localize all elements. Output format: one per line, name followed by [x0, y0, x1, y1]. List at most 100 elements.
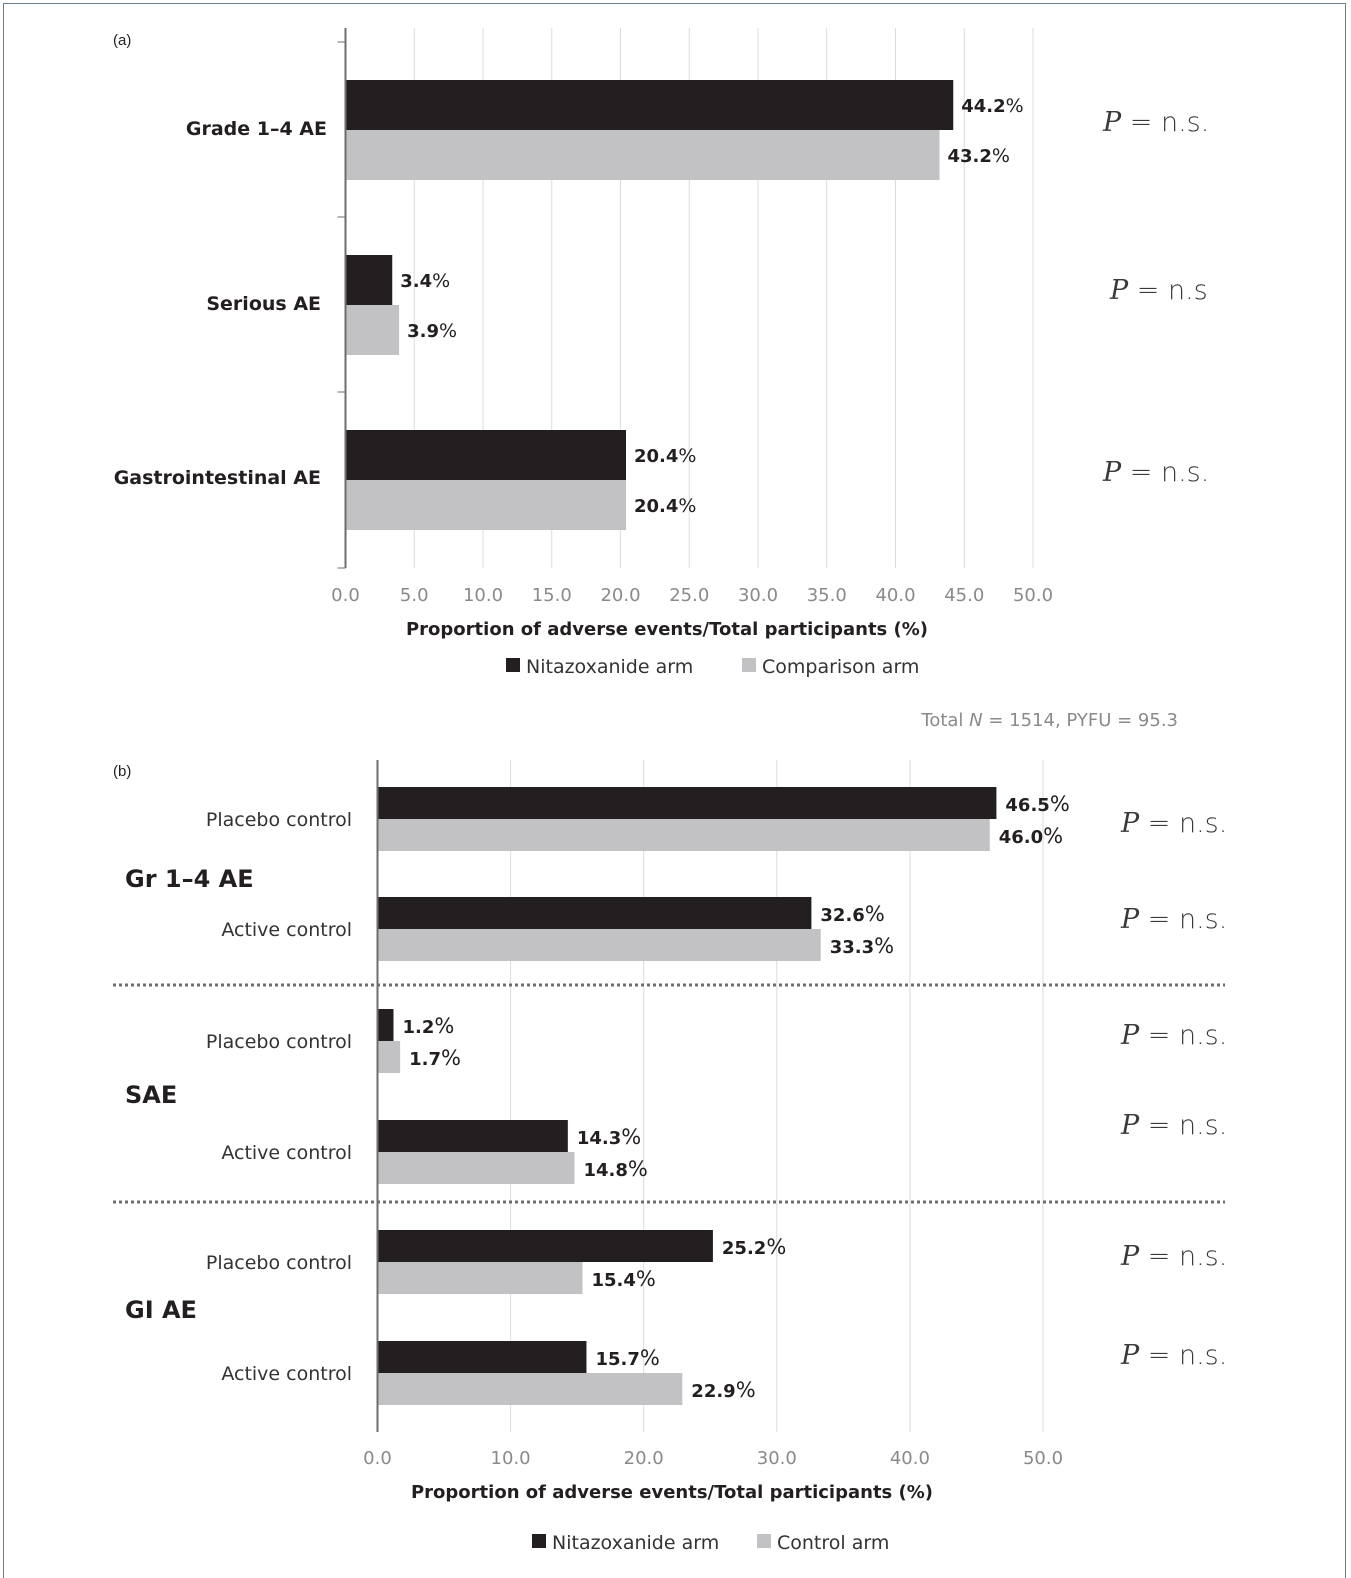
- p-value-label: P = n.s.: [1120, 1020, 1227, 1051]
- bar-value-label: 14.8%: [583, 1157, 647, 1181]
- legend-swatch-control: [757, 1534, 771, 1548]
- bar-control: [377, 819, 990, 851]
- x-tick-label: 45.0: [944, 585, 984, 606]
- bar-nitazoxanide: [377, 1009, 394, 1041]
- row-label: Placebo control: [206, 1031, 352, 1053]
- x-tick-label: 30.0: [738, 585, 778, 606]
- panel-a-axis: [337, 28, 347, 569]
- figure-frame: [3, 3, 1346, 1578]
- bar-value-label: 3.4%: [400, 270, 450, 292]
- group-label: SAE: [125, 1081, 177, 1109]
- panel-b-p-values: P = n.s. P = n.s. P = n.s. P = n.s. P = n.s.…: [1120, 808, 1227, 1371]
- legend-label-nitazoxanide: Nitazoxanide arm: [552, 1532, 719, 1554]
- x-tick-label: 20.0: [624, 1448, 664, 1469]
- bar-value-label: 43.2%: [948, 145, 1010, 167]
- bar-value-label: 14.3%: [577, 1125, 641, 1149]
- bar-nitazoxanide: [377, 1341, 587, 1373]
- bar-comparison: [345, 130, 940, 180]
- x-tick-label: 0.0: [331, 585, 360, 606]
- x-tick-label: 0.0: [363, 1448, 392, 1469]
- x-tick-label: 35.0: [807, 585, 847, 606]
- bar-value-label: 1.2%: [402, 1014, 454, 1038]
- row-label: Placebo control: [206, 809, 352, 831]
- bar-control: [377, 1373, 683, 1405]
- row-label: Placebo control: [206, 1252, 352, 1274]
- panel-b: (b) 46.5% 32.6% 1.2% 14.3% 25.2% 15.7% 46.0% 33…: [113, 760, 1227, 1554]
- x-tick-label: 40.0: [875, 585, 915, 606]
- panel-a-legend: Nitazoxanide arm Comparison arm: [506, 656, 919, 678]
- x-tick-label: 50.0: [1013, 585, 1053, 606]
- row-label: Active control: [221, 1142, 352, 1164]
- panel-a-label: (a): [113, 32, 131, 49]
- bar-control: [377, 1262, 583, 1294]
- p-value-label: P = n.s.: [1102, 457, 1209, 488]
- bar-nitazoxanide: [345, 430, 626, 480]
- panel-b-x-axis-label: Proportion of adverse events/Total parti…: [411, 1482, 933, 1503]
- legend-label-nitazoxanide: Nitazoxanide arm: [526, 656, 693, 678]
- panel-a-footnote: Total N = 1514, PYFU = 95.3: [920, 710, 1178, 731]
- bar-nitazoxanide: [345, 255, 393, 305]
- category-label: Serious AE: [206, 293, 321, 315]
- group-label: GI AE: [125, 1296, 197, 1324]
- bar-value-label: 33.3%: [830, 934, 894, 958]
- category-label: Grade 1–4 AE: [186, 118, 327, 140]
- panel-a-x-axis-label: Proportion of adverse events/Total parti…: [406, 619, 928, 640]
- bar-control: [377, 1152, 575, 1184]
- p-value-label: P = n.s.: [1120, 1241, 1227, 1272]
- panel-b-legend: Nitazoxanide arm Control arm: [532, 1532, 889, 1554]
- bar-nitazoxanide: [377, 897, 812, 929]
- p-value-label: P = n.s.: [1120, 904, 1227, 935]
- bar-control: [377, 929, 821, 961]
- bar-value-label: 15.7%: [595, 1346, 659, 1370]
- bar-value-label: 3.9%: [407, 320, 457, 342]
- p-value-label: P = n.s.: [1120, 1340, 1227, 1371]
- panel-a-p-values: P = n.s. P = n.s P = n.s.: [1102, 107, 1209, 488]
- panel-a-bars: 44.2% 3.4% 20.4% 43.2% 3.9% 20.4%: [345, 80, 1024, 530]
- bar-value-label: 44.2%: [961, 95, 1023, 117]
- x-tick-label: 30.0: [757, 1448, 797, 1469]
- panel-a-tick-labels: 0.0 5.0 10.0 15.0 20.0 25.0 30.0 35.0 40.0 45.0 50…: [331, 585, 1053, 606]
- bar-value-label: 1.7%: [409, 1046, 461, 1070]
- x-tick-label: 10.0: [491, 1448, 531, 1469]
- x-tick-label: 50.0: [1023, 1448, 1063, 1469]
- p-value-label: P = n.s.: [1120, 1110, 1227, 1141]
- bar-control: [377, 1041, 401, 1073]
- x-tick-label: 15.0: [532, 585, 572, 606]
- category-label: Gastrointestinal AE: [114, 467, 321, 489]
- row-label: Active control: [221, 919, 352, 941]
- x-tick-label: 25.0: [669, 585, 709, 606]
- panel-b-label: (b): [113, 763, 131, 780]
- bar-comparison: [345, 480, 626, 530]
- legend-swatch-nitazoxanide: [532, 1534, 546, 1548]
- bar-nitazoxanide: [377, 787, 997, 819]
- bar-value-label: 32.6%: [820, 902, 884, 926]
- panel-b-bars: 46.5% 32.6% 1.2% 14.3% 25.2% 15.7% 46.0% 33.3% 1…: [377, 787, 1070, 1405]
- group-label: Gr 1–4 AE: [125, 865, 254, 893]
- bar-value-label: 20.4%: [634, 495, 696, 517]
- bar-nitazoxanide: [377, 1120, 568, 1152]
- bar-comparison: [345, 305, 400, 355]
- bar-value-label: 46.5%: [1005, 792, 1069, 816]
- legend-swatch-nitazoxanide: [506, 658, 520, 672]
- x-tick-label: 20.0: [600, 585, 640, 606]
- bar-value-label: 25.2%: [722, 1235, 786, 1259]
- x-tick-label: 5.0: [400, 585, 429, 606]
- bar-nitazoxanide: [345, 80, 954, 130]
- panel-b-row-labels: Placebo control Active control Placebo con…: [206, 809, 352, 1385]
- p-value-label: P = n.s.: [1102, 107, 1209, 138]
- row-label: Active control: [221, 1363, 352, 1385]
- bar-value-label: 15.4%: [591, 1267, 655, 1291]
- legend-label-comparison: Comparison arm: [762, 656, 919, 678]
- panel-a: (a) 44.2% 3.4% 20.4% 43.2% 3.9% 20.4% 0.0 5.0 1…: [113, 28, 1209, 731]
- p-value-label: P = n.s.: [1120, 808, 1227, 839]
- x-tick-label: 10.0: [463, 585, 503, 606]
- bar-value-label: 46.0%: [999, 824, 1063, 848]
- panel-b-gridlines: [510, 760, 1044, 1432]
- legend-swatch-comparison: [742, 658, 756, 672]
- p-value-label: P = n.s: [1109, 275, 1208, 306]
- bar-value-label: 22.9%: [691, 1378, 755, 1402]
- x-tick-label: 40.0: [890, 1448, 930, 1469]
- bar-nitazoxanide: [377, 1230, 713, 1262]
- panel-b-tick-labels: 0.0 10.0 20.0 30.0 40.0 50.0: [363, 1448, 1063, 1469]
